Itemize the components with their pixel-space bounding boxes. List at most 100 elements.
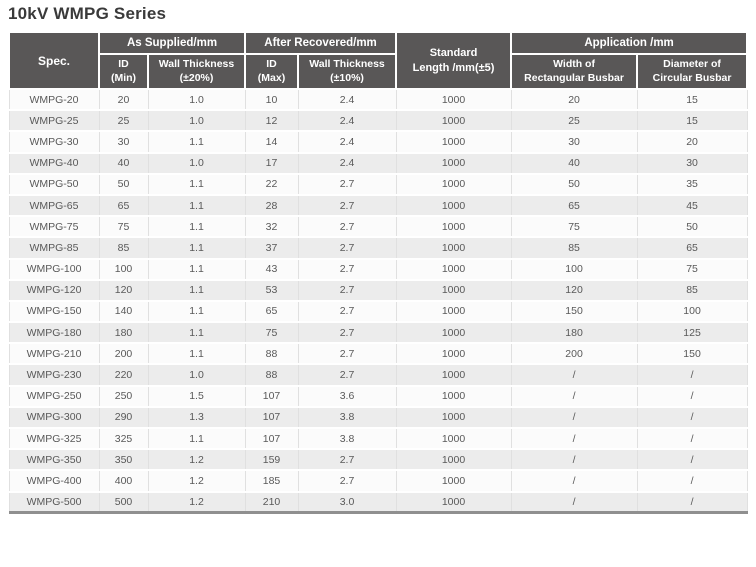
value-cell: 2.7 (297, 470, 397, 493)
value-cell: 1.1 (147, 194, 246, 218)
value-cell: 1.1 (147, 428, 246, 451)
value-cell: 159 (244, 449, 299, 472)
value-cell: 2.7 (297, 194, 397, 218)
table-row: WMPG-350 350 1.2 159 2.7 1000// (8, 449, 748, 472)
table-row: WMPG-25 25 1.0 12 2.4 1000 25 15 (8, 110, 748, 133)
value-cell: 1.1 (147, 131, 246, 154)
value-cell: 2.4 (297, 131, 397, 154)
value-cell: 100 (636, 300, 748, 324)
value-cell: 2.7 (297, 322, 397, 345)
value-cell: 14 (244, 131, 299, 154)
value-cell: 1000 (395, 131, 512, 154)
value-cell: 3.8 (297, 428, 397, 451)
table-row: WMPG-210 200 1.1 88 2.7 1000 200 150 (8, 343, 748, 366)
value-cell: / (636, 364, 748, 387)
spec-cell: WMPG-150 (8, 300, 100, 324)
value-cell: 2.7 (297, 216, 397, 239)
value-cell: 1.0 (147, 364, 246, 387)
value-cell: 1.1 (147, 279, 246, 302)
col-group-after-recovered: After Recovered/mm (244, 31, 398, 55)
value-cell: 1000 (395, 300, 512, 324)
table-row: WMPG-400 400 1.2 185 2.7 1000// (8, 470, 748, 493)
col-header-spec: Spec. (8, 31, 100, 90)
spec-cell: WMPG-500 (8, 491, 100, 514)
value-cell: 85 (510, 237, 638, 260)
value-cell: 1.1 (147, 343, 246, 366)
table-row: WMPG-85 85 1.1 37 2.7 1000 85 65 (8, 237, 748, 260)
value-cell: 2.7 (297, 237, 397, 260)
value-cell: 1.1 (147, 216, 246, 239)
value-cell: 100 (98, 258, 149, 281)
value-cell: 65 (510, 194, 638, 218)
col-header-diameter-circular-busbar: Diameter of Circular Busbar (636, 53, 749, 90)
value-cell: 1.0 (147, 110, 246, 133)
value-cell: 250 (98, 385, 149, 408)
value-cell: 22 (244, 173, 299, 196)
value-cell: 1.2 (147, 491, 246, 514)
value-cell: 1000 (395, 173, 512, 196)
value-cell: 500 (98, 491, 149, 514)
spec-cell: WMPG-50 (8, 173, 100, 196)
value-cell: 1.3 (147, 406, 246, 430)
table-row: WMPG-300 290 1.3 107 3.8 1000// (8, 406, 748, 430)
value-cell: 50 (636, 216, 748, 239)
spec-cell: WMPG-350 (8, 449, 100, 472)
value-cell: 120 (98, 279, 149, 302)
table-row: WMPG-150 140 1.1 65 2.7 1000 150 100 (8, 300, 748, 324)
value-cell: 185 (244, 470, 299, 493)
value-cell: 20 (636, 131, 748, 154)
width-busbar-line1: Width of (553, 57, 595, 70)
table-row: WMPG-120 120 1.1 53 2.7 1000 120 85 (8, 279, 748, 302)
value-cell: 1000 (395, 449, 512, 472)
value-cell: 30 (510, 131, 638, 154)
value-cell: 3.0 (297, 491, 397, 514)
value-cell: 1.1 (147, 322, 246, 345)
value-cell: 40 (510, 152, 638, 175)
spec-table: Spec. As Supplied/mm After Recovered/mm … (8, 31, 749, 515)
spec-cell: WMPG-100 (8, 258, 100, 281)
value-cell: 45 (636, 194, 748, 218)
col-group-as-supplied: As Supplied/mm (97, 31, 247, 55)
table-row: WMPG-500 500 1.2 210 3.0 1000// (8, 491, 748, 514)
value-cell: 1000 (395, 385, 512, 408)
table-row: WMPG-325 325 1.1 107 3.8 1000// (8, 428, 748, 451)
spec-cell: WMPG-300 (8, 406, 100, 430)
value-cell: 1000 (395, 194, 512, 218)
value-cell: 40 (98, 152, 149, 175)
value-cell: 15 (636, 110, 748, 133)
wall-thickness-10-line1: Wall Thickness (309, 57, 385, 70)
standard-length-line2: Length /mm(±5) (412, 61, 495, 74)
col-group-application: Application /mm (510, 31, 749, 55)
value-cell: 1.0 (147, 89, 246, 112)
diameter-busbar-line1: Diameter of (663, 57, 721, 70)
value-cell: 100 (510, 258, 638, 281)
value-cell: 180 (98, 322, 149, 345)
value-cell: 125 (636, 322, 748, 345)
col-header-id-max: ID (Max) (244, 53, 300, 90)
value-cell: / (510, 385, 638, 408)
value-cell: / (636, 491, 748, 514)
value-cell: 53 (244, 279, 299, 302)
value-cell: 3.8 (297, 406, 397, 430)
value-cell: / (636, 449, 748, 472)
value-cell: 2.4 (297, 89, 397, 112)
table-header: Spec. As Supplied/mm After Recovered/mm … (8, 31, 749, 90)
value-cell: 290 (98, 406, 149, 430)
value-cell: 200 (98, 343, 149, 366)
value-cell: 37 (244, 237, 299, 260)
value-cell: 1000 (395, 152, 512, 175)
value-cell: 1.1 (147, 300, 246, 324)
diameter-busbar-line2: Circular Busbar (652, 71, 732, 84)
col-header-standard-length: Standard Length /mm(±5) (395, 31, 513, 90)
value-cell: 2.7 (297, 258, 397, 281)
value-cell: 1000 (395, 258, 512, 281)
value-cell: / (636, 406, 748, 430)
wall-thickness-20-line2: (±20%) (179, 71, 214, 84)
value-cell: / (510, 428, 638, 451)
value-cell: 180 (510, 322, 638, 345)
value-cell: 200 (510, 343, 638, 366)
spec-cell: WMPG-75 (8, 216, 100, 239)
table-row: WMPG-230 220 1.0 88 2.7 1000// (8, 364, 748, 387)
spec-cell: WMPG-85 (8, 237, 100, 260)
value-cell: 30 (98, 131, 149, 154)
